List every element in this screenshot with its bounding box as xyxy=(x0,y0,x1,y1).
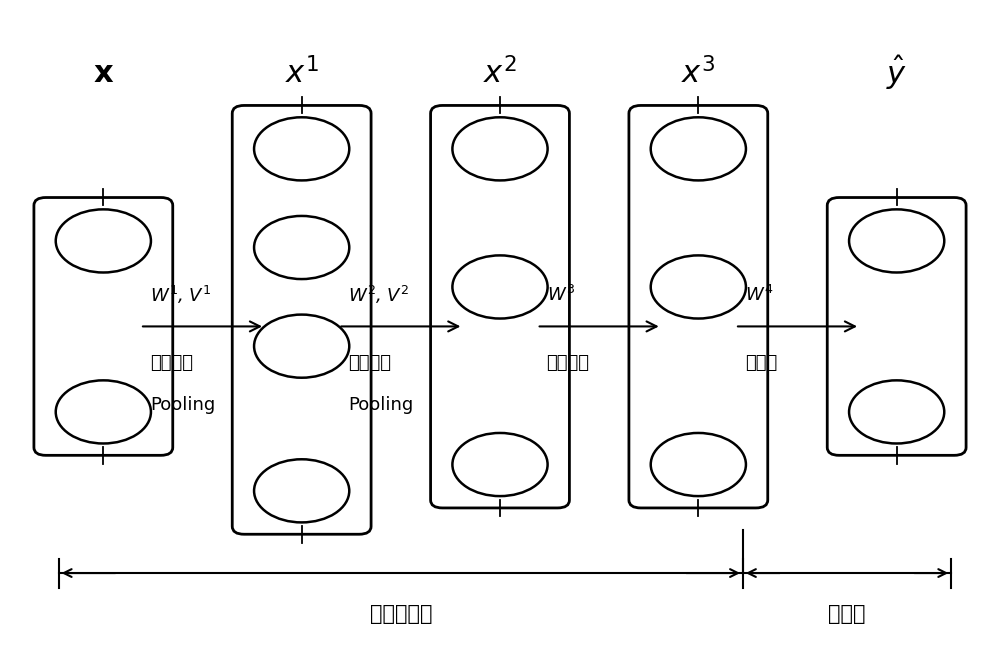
FancyBboxPatch shape xyxy=(232,105,371,534)
Text: $x^2$: $x^2$ xyxy=(483,57,517,89)
Text: 重建层: 重建层 xyxy=(828,605,866,625)
Circle shape xyxy=(254,216,349,279)
Text: $W^1$, $V^1$: $W^1$, $V^1$ xyxy=(150,284,211,306)
Circle shape xyxy=(56,209,151,272)
Circle shape xyxy=(849,209,944,272)
Circle shape xyxy=(452,117,548,180)
Text: 全连接: 全连接 xyxy=(745,354,777,372)
Text: $W^4$: $W^4$ xyxy=(745,285,773,305)
Text: $W^2$, $V^2$: $W^2$, $V^2$ xyxy=(348,284,410,306)
Text: Pooling: Pooling xyxy=(150,396,215,414)
Circle shape xyxy=(651,117,746,180)
Text: $W^3$: $W^3$ xyxy=(547,285,575,305)
FancyBboxPatch shape xyxy=(827,198,966,456)
FancyBboxPatch shape xyxy=(431,105,569,508)
Text: $x^1$: $x^1$ xyxy=(285,57,319,89)
Text: $\hat{y}$: $\hat{y}$ xyxy=(886,54,907,93)
Text: 局部连接: 局部连接 xyxy=(547,354,590,372)
Circle shape xyxy=(254,117,349,180)
Text: Pooling: Pooling xyxy=(348,396,414,414)
Text: 局部连接: 局部连接 xyxy=(150,354,193,372)
FancyBboxPatch shape xyxy=(34,198,173,456)
Circle shape xyxy=(452,433,548,496)
Circle shape xyxy=(254,460,349,522)
Text: $x^3$: $x^3$ xyxy=(681,57,715,89)
Text: 局部连接: 局部连接 xyxy=(348,354,391,372)
FancyBboxPatch shape xyxy=(629,105,768,508)
Circle shape xyxy=(452,255,548,318)
Circle shape xyxy=(254,314,349,378)
Circle shape xyxy=(56,380,151,444)
Circle shape xyxy=(849,380,944,444)
Text: 特征提取层: 特征提取层 xyxy=(370,605,432,625)
Text: $\bf{x}$: $\bf{x}$ xyxy=(93,59,114,88)
Circle shape xyxy=(651,255,746,318)
Circle shape xyxy=(651,433,746,496)
